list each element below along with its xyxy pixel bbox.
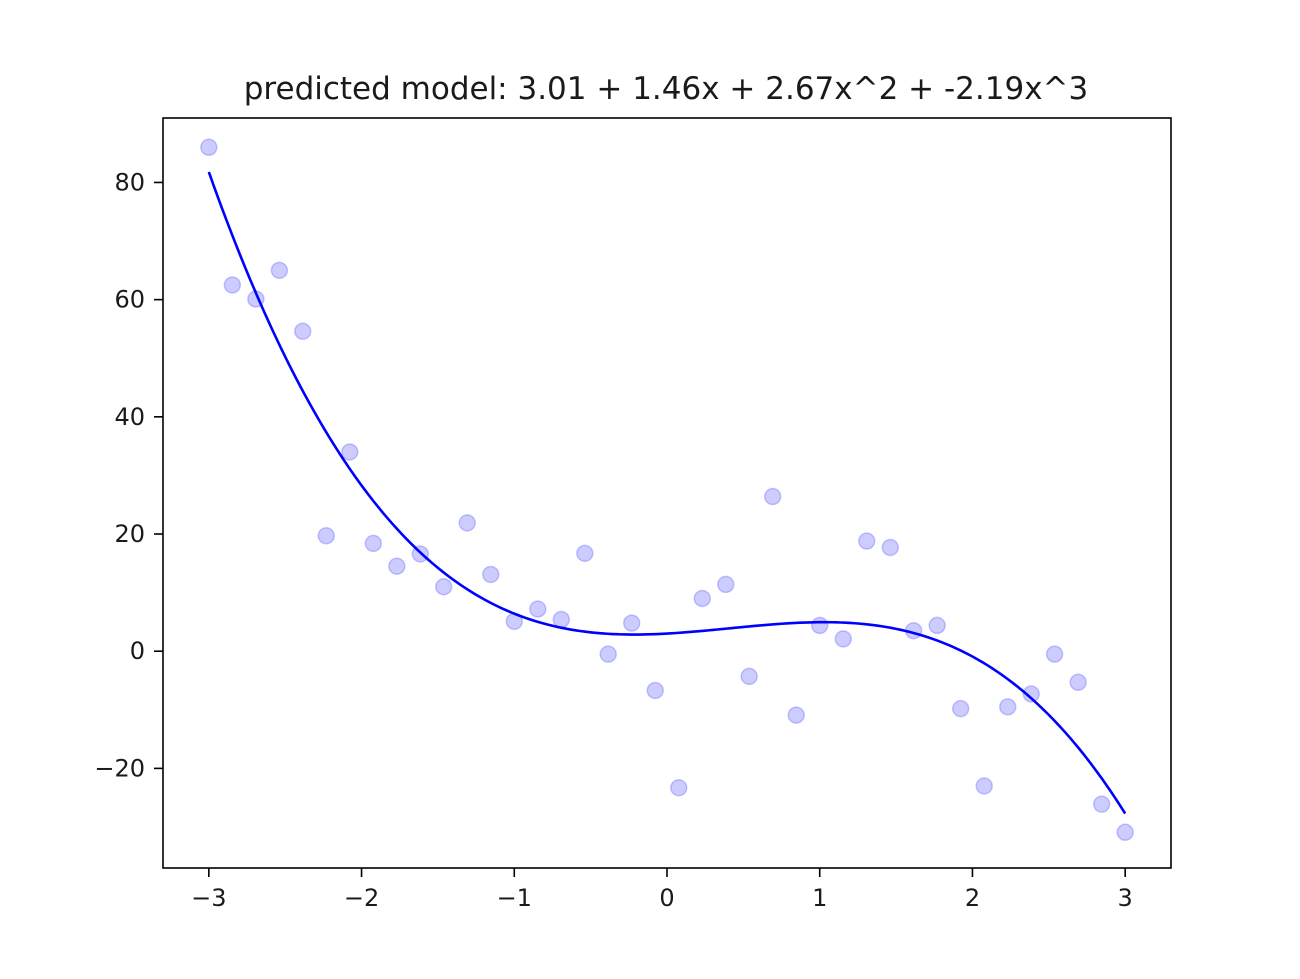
scatter-point — [529, 600, 547, 618]
scatter-point — [482, 565, 500, 584]
scatter-point — [200, 138, 218, 157]
scatter-point — [599, 645, 617, 663]
scatter-point — [693, 589, 712, 608]
scatter-point — [388, 557, 406, 575]
x-tick-label: 2 — [965, 884, 980, 912]
scatter-point — [223, 276, 242, 294]
scatter-point — [717, 575, 735, 594]
scatter-point — [928, 616, 946, 635]
data-marks — [200, 138, 1134, 842]
scatter-point — [458, 514, 476, 532]
scatter-point — [552, 610, 571, 629]
scatter-point — [670, 778, 688, 797]
scatter-point — [998, 698, 1017, 716]
scatter-point — [1069, 673, 1087, 692]
scatter-point — [975, 777, 993, 795]
scatter-point — [881, 538, 900, 557]
chart-title: predicted model: 3.01 + 1.46x + 2.67x^2 … — [244, 71, 1089, 107]
scatter-point — [364, 534, 383, 553]
scatter-point — [740, 667, 758, 686]
x-tick-label: 0 — [659, 884, 674, 912]
x-tick-label: −1 — [497, 884, 532, 912]
scatter-point — [787, 706, 805, 724]
scatter-point — [576, 544, 594, 563]
x-tick-label: −3 — [191, 884, 226, 912]
scatter-point — [858, 532, 876, 550]
y-tick-label: 80 — [114, 168, 145, 196]
x-tick-label: 3 — [1118, 884, 1133, 912]
x-tick-label: 1 — [812, 884, 827, 912]
scatter-point — [622, 614, 641, 632]
scatter-point — [1116, 823, 1134, 842]
scatter-point — [1022, 685, 1040, 703]
scatter-point — [1092, 795, 1111, 813]
model-fit-line — [207, 171, 1127, 815]
y-tick-label: 60 — [114, 286, 145, 314]
scatter-point — [646, 681, 664, 700]
y-tick-label: 0 — [130, 637, 145, 665]
scatter-point — [1045, 645, 1064, 663]
x-tick-label: −2 — [344, 884, 379, 912]
scatter-point — [834, 630, 852, 648]
scatter-point — [270, 261, 289, 280]
scatter-point — [294, 322, 312, 341]
scatter-point — [341, 443, 359, 461]
scatter-point — [434, 578, 453, 596]
scatter-point — [317, 527, 336, 545]
axes: −3 −2 −1 0 1 2 3 −20 0 20 40 60 80 — [94, 168, 1132, 912]
scatter-point — [810, 616, 829, 635]
y-tick-label: 20 — [114, 520, 145, 548]
y-tick-label: −20 — [94, 754, 145, 782]
scatter-point — [763, 487, 782, 506]
y-tick-label: 40 — [114, 403, 145, 431]
plot-area — [162, 117, 1172, 869]
scatter-point — [951, 699, 970, 718]
